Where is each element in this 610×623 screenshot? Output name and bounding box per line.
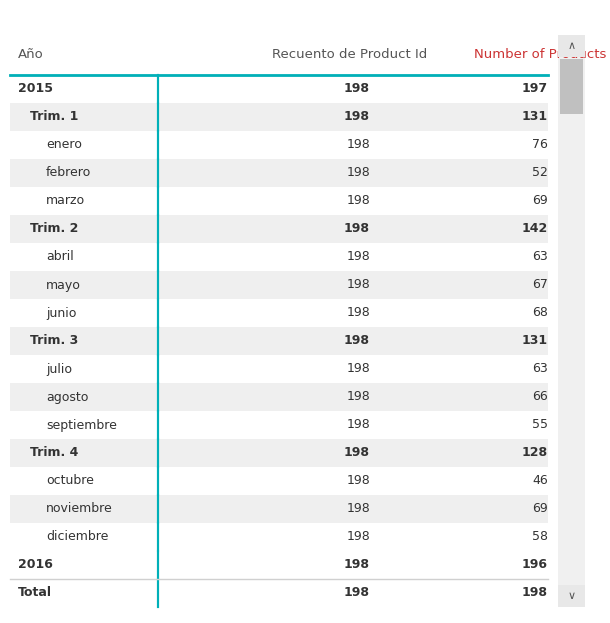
Text: Trim. 1: Trim. 1	[30, 110, 78, 123]
Text: 198: 198	[346, 307, 370, 320]
Text: 198: 198	[346, 278, 370, 292]
Text: mayo: mayo	[46, 278, 81, 292]
Bar	[10, 579, 548, 607]
Text: 76: 76	[532, 138, 548, 151]
Text: abril: abril	[46, 250, 74, 264]
Bar	[10, 75, 548, 103]
Text: 198: 198	[346, 419, 370, 432]
Text: 2016: 2016	[18, 558, 53, 571]
Text: 58: 58	[532, 531, 548, 543]
Text: 198: 198	[346, 531, 370, 543]
Text: agosto: agosto	[46, 391, 88, 404]
Text: Trim. 3: Trim. 3	[30, 335, 78, 348]
Text: 52: 52	[532, 166, 548, 179]
Text: 198: 198	[346, 391, 370, 404]
Text: septiembre: septiembre	[46, 419, 117, 432]
Text: julio: julio	[46, 363, 72, 376]
Text: 198: 198	[344, 586, 370, 599]
Bar	[10, 299, 548, 327]
Text: 198: 198	[344, 110, 370, 123]
Text: 198: 198	[346, 363, 370, 376]
Text: 198: 198	[346, 138, 370, 151]
Text: marzo: marzo	[46, 194, 85, 207]
Text: 142: 142	[522, 222, 548, 235]
Text: 198: 198	[344, 447, 370, 460]
Bar	[10, 215, 548, 243]
Text: 198: 198	[522, 586, 548, 599]
Text: 63: 63	[533, 363, 548, 376]
Text: Trim. 4: Trim. 4	[30, 447, 78, 460]
Bar	[10, 243, 548, 271]
Text: 55: 55	[532, 419, 548, 432]
Bar	[10, 523, 548, 551]
Text: 69: 69	[533, 503, 548, 515]
Text: 131: 131	[522, 335, 548, 348]
Bar	[558, 35, 585, 57]
Bar	[10, 35, 548, 75]
Text: Total: Total	[18, 586, 52, 599]
Bar	[10, 439, 548, 467]
Bar	[10, 271, 548, 299]
Bar	[10, 159, 548, 187]
Bar	[10, 187, 548, 215]
Text: 198: 198	[346, 503, 370, 515]
Text: febrero: febrero	[46, 166, 92, 179]
Text: 198: 198	[346, 250, 370, 264]
Text: ∨: ∨	[567, 591, 576, 601]
Text: junio: junio	[46, 307, 76, 320]
Bar	[10, 131, 548, 159]
Text: 198: 198	[344, 335, 370, 348]
Text: Number of Products: Number of Products	[474, 49, 606, 62]
Text: 198: 198	[344, 222, 370, 235]
Text: 63: 63	[533, 250, 548, 264]
Text: 67: 67	[532, 278, 548, 292]
Text: 68: 68	[532, 307, 548, 320]
Bar	[10, 467, 548, 495]
Text: Año: Año	[18, 49, 44, 62]
Text: 198: 198	[346, 194, 370, 207]
Text: 198: 198	[346, 475, 370, 488]
Text: noviembre: noviembre	[46, 503, 113, 515]
Text: 46: 46	[533, 475, 548, 488]
Bar	[10, 551, 548, 579]
Bar	[560, 59, 583, 114]
Text: ∧: ∧	[567, 41, 576, 51]
Text: Recuento de Product Id: Recuento de Product Id	[273, 49, 428, 62]
Bar	[558, 35, 585, 607]
Text: diciembre: diciembre	[46, 531, 109, 543]
Bar	[10, 495, 548, 523]
Text: 197: 197	[522, 82, 548, 95]
Text: 196: 196	[522, 558, 548, 571]
Bar	[558, 585, 585, 607]
Bar	[10, 383, 548, 411]
Text: 198: 198	[344, 82, 370, 95]
Text: enero: enero	[46, 138, 82, 151]
Text: 66: 66	[533, 391, 548, 404]
Bar	[10, 411, 548, 439]
Bar	[10, 327, 548, 355]
Text: 69: 69	[533, 194, 548, 207]
Text: octubre: octubre	[46, 475, 94, 488]
Text: 128: 128	[522, 447, 548, 460]
Text: 198: 198	[344, 558, 370, 571]
Text: Trim. 2: Trim. 2	[30, 222, 78, 235]
Bar	[10, 355, 548, 383]
Bar	[10, 103, 548, 131]
Text: 2015: 2015	[18, 82, 53, 95]
Text: 131: 131	[522, 110, 548, 123]
Text: 198: 198	[346, 166, 370, 179]
